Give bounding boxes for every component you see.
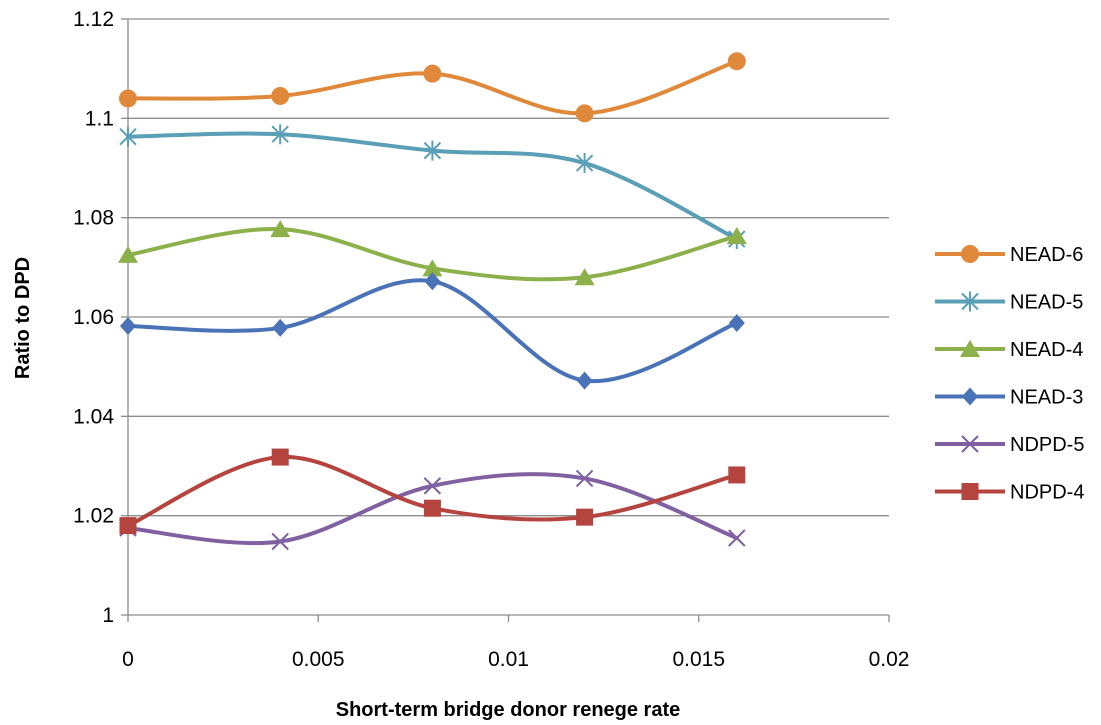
x-tick-label: 0.015	[672, 648, 725, 671]
data-point-nead-4	[118, 245, 138, 263]
series-nead-5	[119, 124, 746, 250]
x-tick-label: 0	[122, 648, 134, 671]
data-point-ndpd-5	[575, 469, 594, 488]
gridlines	[128, 18, 889, 517]
data-point-nead-4	[422, 259, 443, 277]
legend-marker-nead-3	[962, 387, 978, 406]
legend-item-nead-5: NEAD-5	[935, 291, 1083, 314]
legend-marker-ndpd-4	[961, 483, 979, 500]
data-point-nead-6	[575, 104, 594, 123]
series-layer	[118, 52, 747, 551]
legend: NEAD-6 NEAD-5 NEAD-4 NEAD-3 NDPD-5 NDPD-4	[935, 244, 1084, 504]
legend-label: NEAD-6	[1010, 244, 1083, 266]
data-point-nead-3	[424, 272, 441, 291]
series-line-nead-3	[126, 278, 739, 384]
data-point-nead-4	[726, 227, 747, 245]
y-tick-label: 1.02	[73, 505, 114, 528]
data-point-ndpd-4	[728, 466, 746, 484]
legend-item-nead-6: NEAD-6	[935, 244, 1083, 266]
y-tick-label: 1.06	[73, 306, 114, 329]
data-point-nead-6	[727, 52, 746, 71]
x-tick-label: 0.02	[869, 648, 910, 671]
y-tick-label: 1.08	[73, 207, 114, 230]
tick-labels: 1 1.02 1.04 1.06 1.08 1.1 1.12 0 0.005 0.01 0.015 0…	[73, 8, 909, 671]
data-point-nead-6	[119, 89, 137, 108]
data-point-ndpd-4	[576, 508, 594, 526]
legend-label: NEAD-4	[1010, 339, 1083, 361]
data-point-nead-6	[271, 86, 290, 105]
data-point-ndpd-4	[119, 517, 137, 535]
data-point-nead-5	[271, 124, 289, 145]
data-point-nead-5	[575, 153, 594, 174]
data-point-nead-3	[120, 316, 136, 335]
legend-marker-ndpd-5	[961, 435, 979, 453]
series-ndpd-4	[119, 448, 746, 535]
data-point-nead-3	[272, 318, 289, 337]
x-axis-title: Short-term bridge donor renege rate	[336, 699, 681, 721]
data-point-ndpd-4	[271, 448, 289, 466]
data-point-nead-5	[119, 126, 137, 147]
legend-marker-nead-5	[961, 291, 979, 312]
data-point-ndpd-5	[728, 529, 746, 547]
data-point-nead-3	[576, 371, 593, 390]
y-tick-label: 1.1	[85, 107, 114, 130]
axes	[121, 18, 890, 622]
legend-item-nead-3: NEAD-3	[935, 387, 1083, 409]
legend-label: NEAD-3	[1010, 387, 1083, 409]
legend-item-nead-4: NEAD-4	[935, 339, 1083, 361]
series-nead-3	[120, 272, 745, 390]
legend-label: NDPD-4	[1010, 482, 1084, 504]
y-tick-label: 1	[102, 604, 114, 627]
legend-marker-nead-6	[961, 245, 979, 263]
legend-label: NDPD-5	[1010, 434, 1084, 456]
data-point-nead-4	[574, 268, 595, 286]
legend-label: NEAD-5	[1010, 292, 1083, 314]
y-axis-title: Ratio to DPD	[12, 257, 34, 379]
data-point-nead-5	[423, 140, 442, 161]
y-tick-label: 1.12	[73, 8, 114, 31]
data-point-ndpd-5	[271, 532, 289, 551]
data-point-ndpd-4	[423, 499, 441, 517]
data-point-ndpd-5	[423, 477, 442, 495]
data-point-nead-3	[728, 313, 745, 332]
legend-marker-nead-4	[960, 340, 980, 357]
y-tick-label: 1.04	[73, 405, 114, 428]
legend-item-ndpd-5: NDPD-5	[935, 434, 1084, 456]
data-point-nead-4	[270, 220, 291, 238]
legend-item-ndpd-4: NDPD-4	[935, 482, 1084, 504]
series-nead-4	[118, 220, 747, 286]
x-tick-label: 0.01	[488, 648, 529, 671]
x-tick-label: 0.005	[292, 648, 345, 671]
data-point-nead-6	[423, 64, 442, 83]
series-nead-6	[119, 52, 746, 123]
